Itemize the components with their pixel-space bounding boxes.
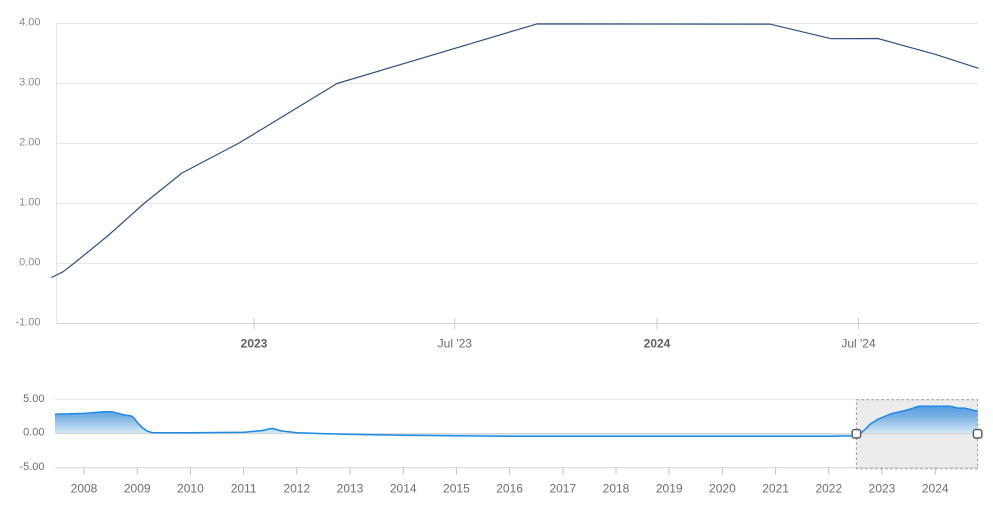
svg-text:5.00: 5.00 bbox=[23, 393, 44, 405]
svg-text:2022: 2022 bbox=[815, 482, 842, 496]
svg-text:2019: 2019 bbox=[656, 482, 683, 496]
svg-text:1.00: 1.00 bbox=[19, 197, 40, 209]
svg-text:-5.00: -5.00 bbox=[19, 461, 44, 473]
svg-text:2008: 2008 bbox=[71, 482, 98, 496]
svg-text:2.00: 2.00 bbox=[19, 137, 40, 149]
svg-text:Jul '24: Jul '24 bbox=[841, 337, 876, 351]
svg-text:2009: 2009 bbox=[124, 482, 151, 496]
svg-text:0.00: 0.00 bbox=[19, 257, 40, 269]
svg-text:2023: 2023 bbox=[241, 337, 268, 351]
svg-text:0.00: 0.00 bbox=[23, 427, 44, 439]
svg-text:2011: 2011 bbox=[231, 482, 257, 496]
svg-text:2021: 2021 bbox=[762, 482, 789, 496]
svg-text:2023: 2023 bbox=[869, 482, 896, 496]
svg-text:2024: 2024 bbox=[922, 482, 949, 496]
svg-text:4.00: 4.00 bbox=[19, 17, 40, 29]
svg-text:2018: 2018 bbox=[603, 482, 630, 496]
svg-text:2012: 2012 bbox=[283, 482, 310, 496]
svg-text:2020: 2020 bbox=[709, 482, 736, 496]
svg-text:2013: 2013 bbox=[337, 482, 364, 496]
svg-text:2017: 2017 bbox=[549, 482, 576, 496]
svg-text:2014: 2014 bbox=[390, 482, 417, 496]
svg-text:2024: 2024 bbox=[644, 337, 671, 351]
svg-text:2015: 2015 bbox=[443, 482, 470, 496]
svg-text:Jul '23: Jul '23 bbox=[438, 337, 473, 351]
svg-text:3.00: 3.00 bbox=[19, 77, 40, 89]
svg-text:2010: 2010 bbox=[177, 482, 204, 496]
svg-text:-1.00: -1.00 bbox=[15, 317, 40, 329]
svg-text:2016: 2016 bbox=[496, 482, 523, 496]
